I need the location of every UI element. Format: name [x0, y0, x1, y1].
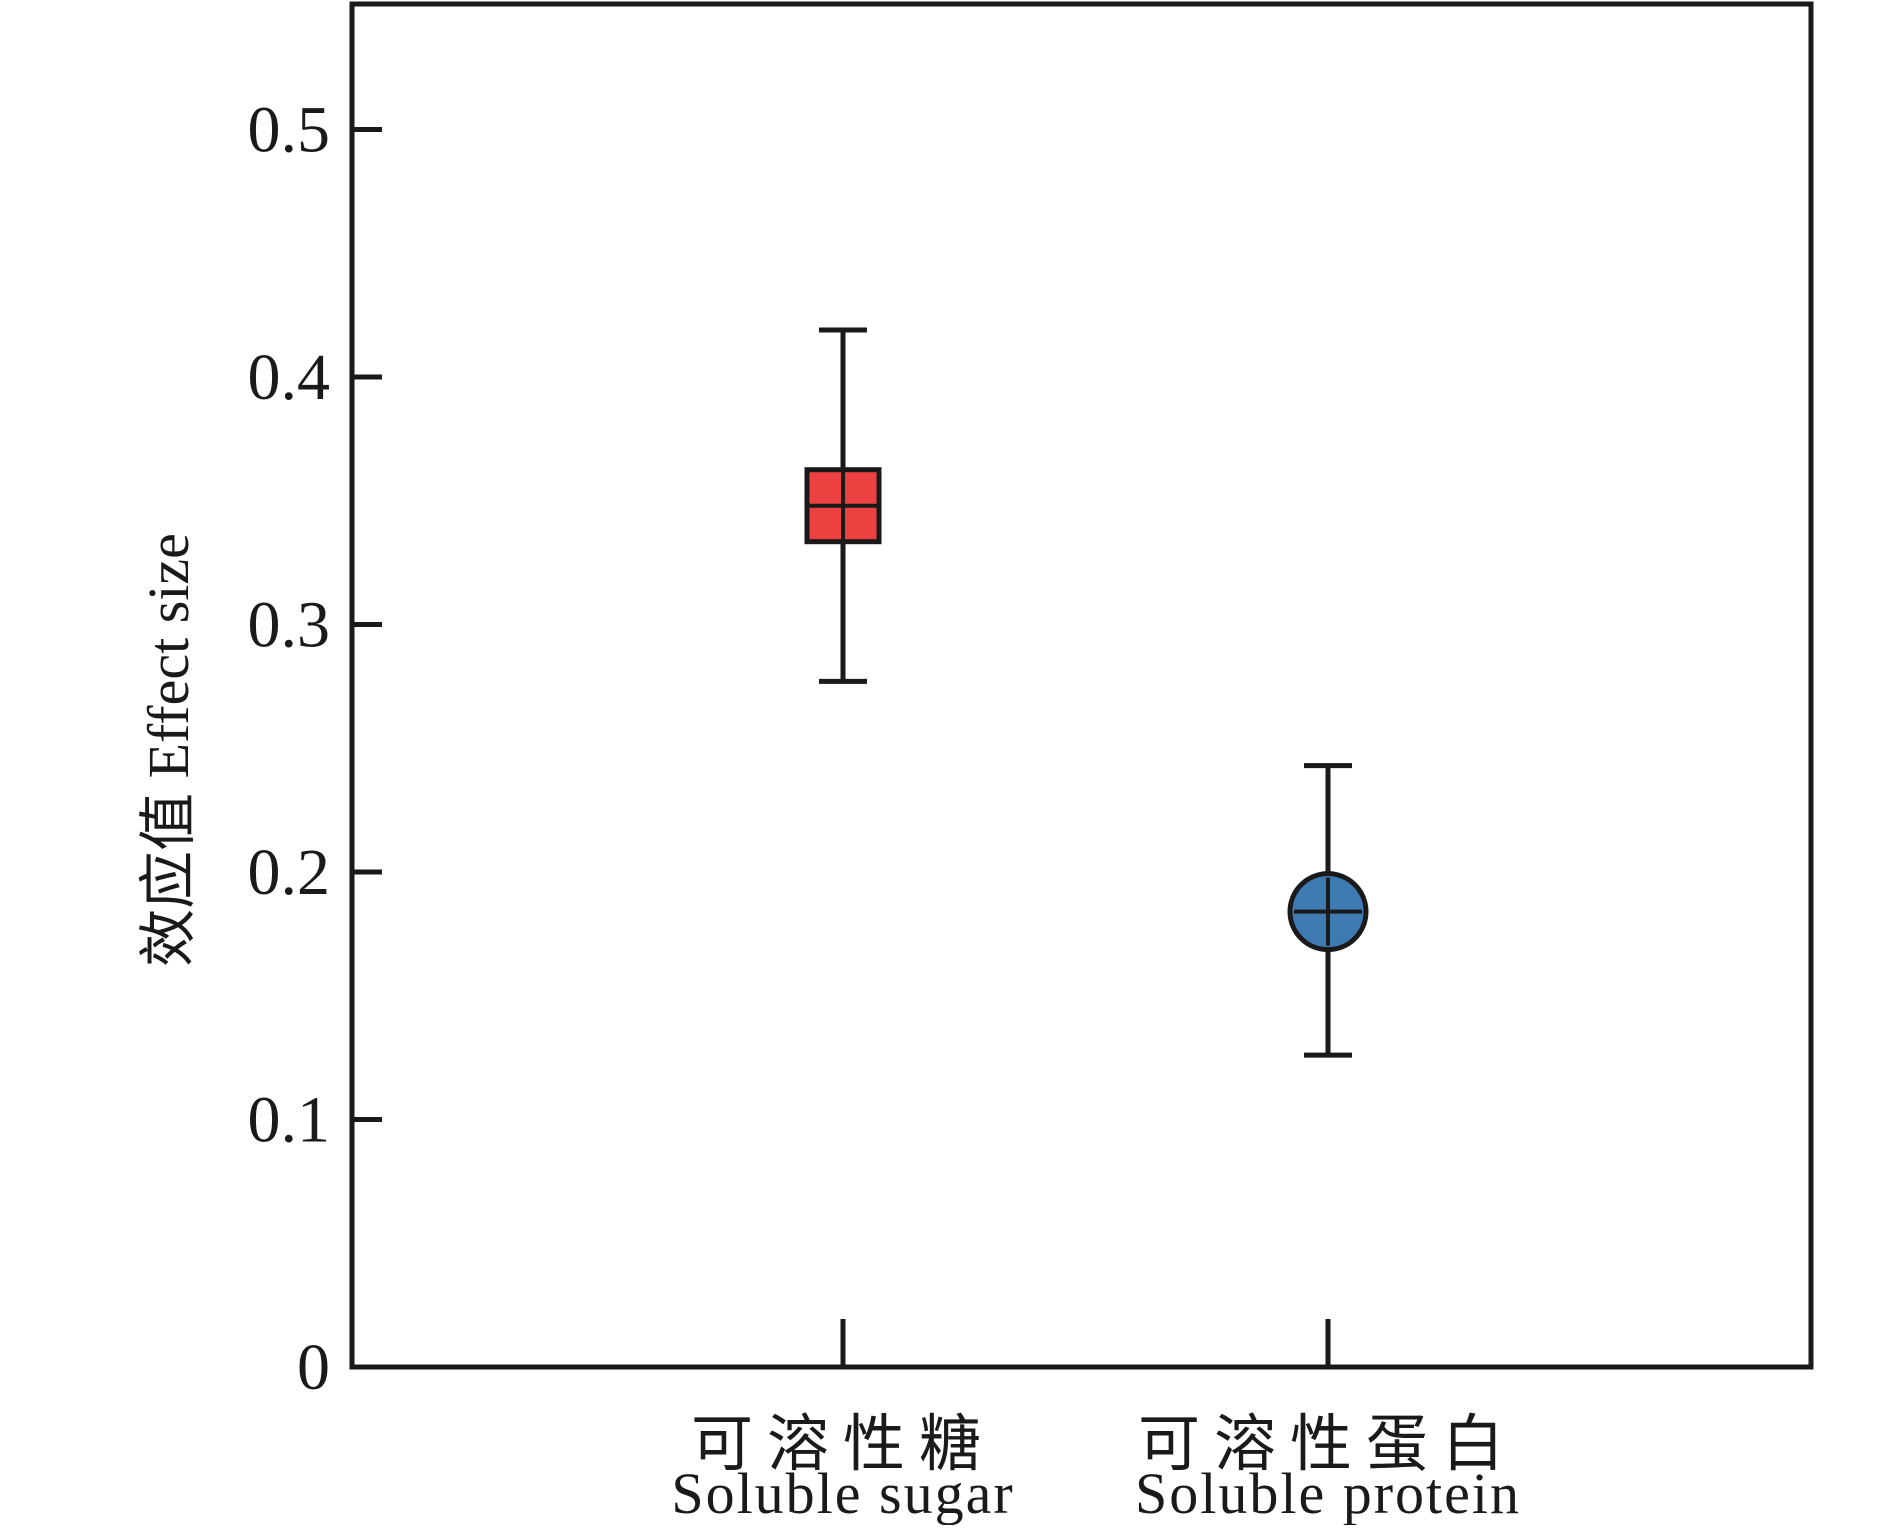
y-tick-label: 0.4 [248, 341, 331, 414]
x-category-label-en: Soluble sugar [671, 1461, 1014, 1525]
plot-frame [349, 1, 1814, 1370]
y-ticks: 0 0.1 0.2 0.3 0.4 0.5 [248, 94, 382, 1404]
y-axis-label: 效应值 Effect size [136, 533, 201, 967]
data-point-group [804, 327, 882, 684]
y-tick-label: 0.3 [248, 589, 331, 662]
y-tick-label: 0 [297, 1331, 330, 1404]
labels: 效应值 Effect size [136, 533, 201, 967]
x-category-label-zh: 可溶性糖 [691, 1411, 995, 1479]
y-tick-label: 0.2 [248, 836, 331, 909]
data-marks [804, 327, 1369, 1058]
x-category-label-en: Soluble protein [1135, 1461, 1521, 1525]
y-tick-label: 0.5 [248, 94, 331, 167]
axes [349, 1, 1814, 1370]
data-point-group [1287, 763, 1369, 1058]
y-tick-label: 0.1 [248, 1084, 331, 1157]
x-category-label-zh: 可溶性蛋白 [1138, 1411, 1518, 1479]
